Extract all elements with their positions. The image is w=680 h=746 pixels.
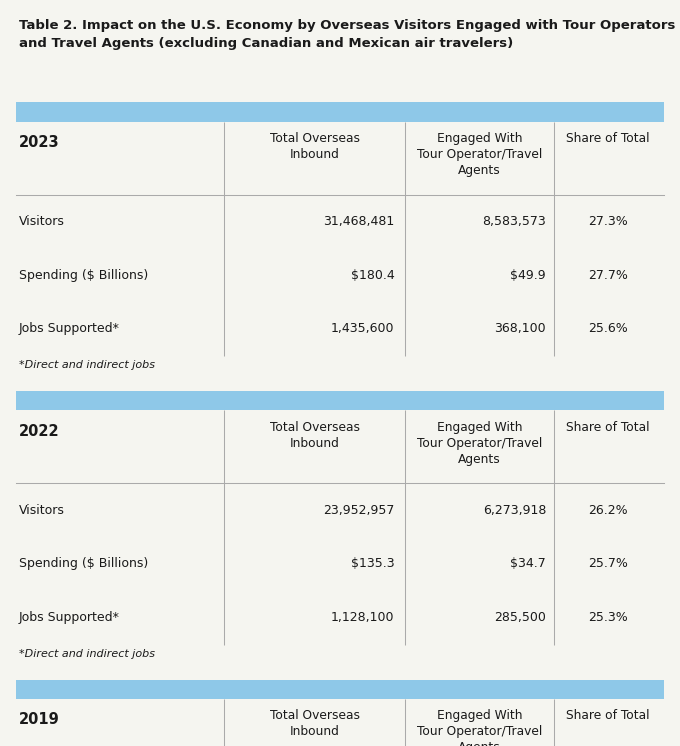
Text: Spending ($ Billions): Spending ($ Billions)	[19, 269, 148, 282]
Bar	[16, 102, 664, 122]
Text: Visitors: Visitors	[19, 215, 65, 228]
Text: 1,435,600: 1,435,600	[331, 322, 394, 336]
Text: 2022: 2022	[19, 424, 60, 439]
Text: $34.7: $34.7	[510, 557, 546, 571]
Text: 27.3%: 27.3%	[588, 215, 628, 228]
Text: Total Overseas
Inbound: Total Overseas Inbound	[269, 421, 360, 450]
Text: 2023: 2023	[19, 135, 60, 150]
Text: $49.9: $49.9	[511, 269, 546, 282]
Text: 25.6%: 25.6%	[588, 322, 628, 336]
Text: Jobs Supported*: Jobs Supported*	[19, 611, 120, 624]
Text: 285,500: 285,500	[494, 611, 546, 624]
Text: Table 2. Impact on the U.S. Economy by Overseas Visitors Engaged with Tour Opera: Table 2. Impact on the U.S. Economy by O…	[19, 19, 675, 50]
Bar	[16, 680, 664, 699]
Text: Engaged With
Tour Operator/Travel
Agents: Engaged With Tour Operator/Travel Agents	[417, 709, 542, 746]
Text: Share of Total: Share of Total	[566, 709, 649, 722]
Text: $135.3: $135.3	[351, 557, 394, 571]
Text: Jobs Supported*: Jobs Supported*	[19, 322, 120, 336]
Text: 25.3%: 25.3%	[588, 611, 628, 624]
Text: 31,468,481: 31,468,481	[323, 215, 394, 228]
Text: 2019: 2019	[19, 712, 60, 727]
Text: Share of Total: Share of Total	[566, 132, 649, 145]
Text: 23,952,957: 23,952,957	[323, 504, 394, 517]
Text: 368,100: 368,100	[494, 322, 546, 336]
Text: 8,583,573: 8,583,573	[482, 215, 546, 228]
Text: 25.7%: 25.7%	[588, 557, 628, 571]
Text: Total Overseas
Inbound: Total Overseas Inbound	[269, 132, 360, 161]
Text: $180.4: $180.4	[351, 269, 394, 282]
Text: Engaged With
Tour Operator/Travel
Agents: Engaged With Tour Operator/Travel Agents	[417, 421, 542, 466]
Bar	[16, 391, 664, 410]
Text: Share of Total: Share of Total	[566, 421, 649, 433]
Text: *Direct and indirect jobs: *Direct and indirect jobs	[19, 360, 155, 370]
Text: *Direct and indirect jobs: *Direct and indirect jobs	[19, 649, 155, 659]
Text: Spending ($ Billions): Spending ($ Billions)	[19, 557, 148, 571]
Text: Visitors: Visitors	[19, 504, 65, 517]
Text: Total Overseas
Inbound: Total Overseas Inbound	[269, 709, 360, 739]
Text: 1,128,100: 1,128,100	[331, 611, 394, 624]
Text: 27.7%: 27.7%	[588, 269, 628, 282]
Text: 6,273,918: 6,273,918	[483, 504, 546, 517]
Text: Engaged With
Tour Operator/Travel
Agents: Engaged With Tour Operator/Travel Agents	[417, 132, 542, 177]
Text: 26.2%: 26.2%	[588, 504, 628, 517]
